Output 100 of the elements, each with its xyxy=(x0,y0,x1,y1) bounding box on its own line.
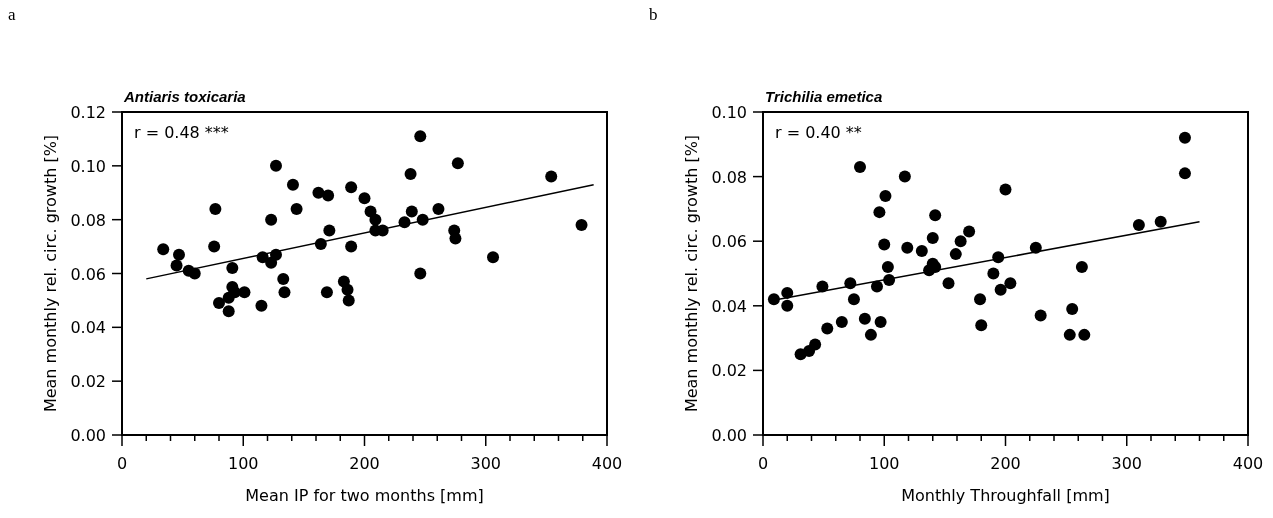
point xyxy=(238,286,251,299)
point xyxy=(926,231,939,244)
point xyxy=(1075,261,1088,274)
point xyxy=(1004,277,1017,290)
annotation: r = 0.48 *** xyxy=(134,123,229,142)
point xyxy=(320,286,333,299)
y-tick-label: 0.06 xyxy=(70,264,106,284)
point xyxy=(404,167,417,180)
point xyxy=(847,293,860,306)
point xyxy=(974,293,987,306)
point xyxy=(835,315,848,328)
point xyxy=(487,251,500,264)
point xyxy=(278,286,291,299)
point xyxy=(322,189,335,202)
point xyxy=(858,312,871,325)
x-tick-label: 300 xyxy=(470,454,502,473)
y-tick-label: 0.04 xyxy=(711,296,747,316)
point xyxy=(432,202,445,215)
x-tick-label: 400 xyxy=(591,454,623,473)
y-tick-label: 0.00 xyxy=(711,426,747,445)
point xyxy=(269,159,282,172)
point xyxy=(222,305,235,318)
point xyxy=(157,243,170,256)
point xyxy=(987,267,1000,280)
point xyxy=(575,219,588,232)
point xyxy=(878,238,891,251)
point xyxy=(1063,328,1076,341)
y-tick-label: 0.10 xyxy=(711,103,747,122)
point xyxy=(994,283,1007,296)
point xyxy=(226,262,239,275)
point xyxy=(963,225,976,238)
point xyxy=(345,240,358,253)
x-tick-label: 0 xyxy=(116,454,128,473)
point xyxy=(342,294,355,307)
x-tick-label: 0 xyxy=(757,454,769,473)
point xyxy=(874,315,887,328)
point xyxy=(864,328,877,341)
point xyxy=(1154,215,1167,228)
y-axis-title: Mean monthly rel. circ. growth [%] xyxy=(41,134,60,413)
point xyxy=(369,213,382,226)
point xyxy=(873,206,886,219)
x-tick-label: 200 xyxy=(990,454,1021,473)
point xyxy=(255,299,268,312)
point xyxy=(1078,328,1091,341)
point xyxy=(954,235,967,248)
x-tick-label: 100 xyxy=(227,454,259,473)
annotation: r = 0.40 ** xyxy=(775,123,862,142)
y-tick-label: 0.04 xyxy=(70,318,106,338)
y-tick-label: 0.06 xyxy=(711,232,747,252)
point xyxy=(170,259,183,272)
point xyxy=(414,267,427,280)
point xyxy=(949,248,962,261)
point xyxy=(265,256,278,269)
point xyxy=(451,157,464,170)
point xyxy=(821,322,834,335)
x-tick-label: 400 xyxy=(1232,454,1264,473)
y-tick-label: 0.02 xyxy=(70,372,106,392)
point xyxy=(881,261,894,274)
point xyxy=(929,209,942,222)
point xyxy=(809,338,822,351)
y-tick-label: 0.02 xyxy=(711,361,747,381)
chart-title: Trichilia emetica xyxy=(765,88,883,105)
x-axis-title: Mean IP for two months [mm] xyxy=(245,486,484,505)
point xyxy=(915,244,928,257)
point xyxy=(854,160,866,173)
text: a xyxy=(8,5,16,24)
point xyxy=(870,280,883,293)
text: b xyxy=(649,5,658,24)
point xyxy=(290,202,303,215)
point xyxy=(1132,219,1145,232)
y-tick-label: 0.12 xyxy=(70,103,106,122)
point xyxy=(999,183,1012,196)
chart-title: Antiaris toxicaria xyxy=(123,88,246,105)
y-tick-label: 0.10 xyxy=(70,156,106,176)
y-tick-label: 0.08 xyxy=(70,210,106,230)
point xyxy=(345,181,358,194)
point xyxy=(901,241,914,254)
point xyxy=(898,170,911,183)
point xyxy=(341,283,354,296)
point xyxy=(975,319,988,332)
point xyxy=(1178,131,1191,144)
x-axis-title: Monthly Throughfall [mm] xyxy=(901,486,1110,505)
y-tick-label: 0.08 xyxy=(711,167,747,187)
x-tick-label: 200 xyxy=(349,454,380,473)
point xyxy=(312,186,325,199)
point xyxy=(405,205,418,218)
point xyxy=(1066,303,1079,316)
y-axis-title: Mean monthly rel. circ. growth [%] xyxy=(682,134,701,413)
y-tick-label: 0.00 xyxy=(70,426,106,445)
point xyxy=(286,178,299,191)
point xyxy=(545,170,558,183)
x-tick-label: 300 xyxy=(1111,454,1143,473)
point xyxy=(879,189,892,202)
point xyxy=(265,213,278,226)
point xyxy=(358,192,371,205)
point xyxy=(213,297,225,310)
point xyxy=(208,240,221,253)
point xyxy=(277,272,290,285)
point xyxy=(781,299,794,312)
x-tick-label: 100 xyxy=(868,454,900,473)
